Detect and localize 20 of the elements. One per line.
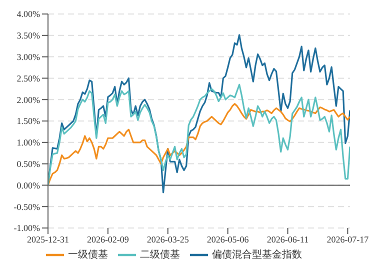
y-tick-label: -0.50% bbox=[14, 202, 40, 212]
y-tick-label: 4.00% bbox=[16, 9, 40, 20]
legend-label: 偏债混合型基金指数 bbox=[212, 249, 302, 260]
y-tick-label: 2.00% bbox=[16, 94, 40, 105]
y-tick-label: -1.00% bbox=[14, 223, 40, 234]
y-tick-label: 0.00% bbox=[16, 180, 40, 190]
x-tick-label: 2025-12-31 bbox=[27, 234, 69, 244]
legend-label: 二级债基 bbox=[140, 249, 180, 260]
x-tick-label: 2026-03-25 bbox=[146, 234, 190, 244]
y-tick-label: 0.50% bbox=[16, 158, 40, 169]
x-tick-label: 2026-06-11 bbox=[266, 234, 309, 244]
y-tick-label: 1.00% bbox=[16, 138, 40, 148]
x-tick-label: 2026-05-06 bbox=[206, 234, 250, 244]
x-tick-label: 2026-02-09 bbox=[86, 234, 130, 244]
legend-label: 一级债基 bbox=[68, 249, 108, 260]
y-tick-label: 3.00% bbox=[16, 52, 40, 62]
y-tick-label: 2.50% bbox=[16, 73, 40, 84]
x-tick-label: 2026-07-17 bbox=[326, 234, 370, 244]
y-tick-label: 3.50% bbox=[16, 30, 40, 41]
y-tick-label: 1.50% bbox=[16, 116, 40, 126]
